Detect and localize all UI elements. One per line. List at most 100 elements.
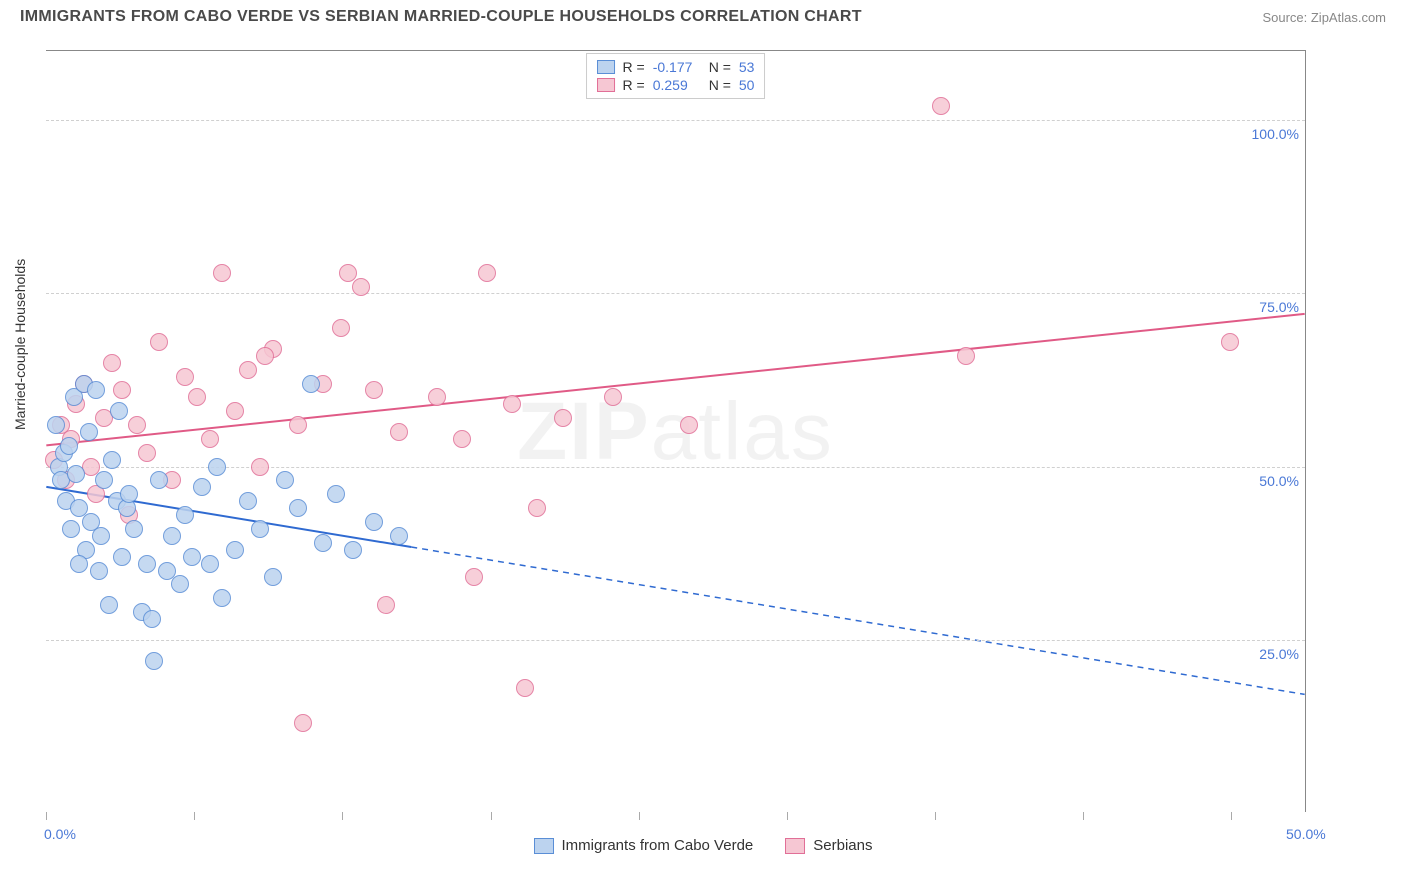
data-point-a	[100, 596, 118, 614]
data-point-a	[226, 541, 244, 559]
data-point-a	[103, 451, 121, 469]
gridline	[46, 120, 1305, 121]
data-point-a	[314, 534, 332, 552]
data-point-b	[453, 430, 471, 448]
n-label: N =	[709, 77, 731, 93]
data-point-b	[294, 714, 312, 732]
data-point-a	[163, 527, 181, 545]
gridline	[46, 467, 1305, 468]
data-point-a	[143, 610, 161, 628]
x-tick	[639, 812, 640, 820]
n-value-a: 53	[739, 59, 755, 75]
data-point-b	[103, 354, 121, 372]
data-point-b	[377, 596, 395, 614]
data-point-a	[344, 541, 362, 559]
data-point-a	[176, 506, 194, 524]
x-tick	[935, 812, 936, 820]
data-point-b	[352, 278, 370, 296]
data-point-a	[276, 471, 294, 489]
data-point-a	[113, 548, 131, 566]
data-point-b	[251, 458, 269, 476]
data-point-b	[188, 388, 206, 406]
data-point-a	[138, 555, 156, 573]
data-point-b	[680, 416, 698, 434]
stat-row-a: R = -0.177 N = 53	[597, 58, 755, 76]
gridline	[46, 293, 1305, 294]
gridline	[46, 640, 1305, 641]
data-point-b	[932, 97, 950, 115]
swatch-a	[534, 838, 554, 854]
data-point-a	[87, 381, 105, 399]
data-point-b	[113, 381, 131, 399]
data-point-a	[208, 458, 226, 476]
x-tick	[787, 812, 788, 820]
data-point-b	[554, 409, 572, 427]
data-point-b	[150, 333, 168, 351]
data-point-a	[110, 402, 128, 420]
source-label: Source: ZipAtlas.com	[1262, 10, 1386, 25]
chart-title: IMMIGRANTS FROM CABO VERDE VS SERBIAN MA…	[20, 8, 862, 26]
legend-label-b: Serbians	[813, 837, 872, 854]
watermark: ZIPatlas	[517, 385, 834, 479]
data-point-b	[201, 430, 219, 448]
y-tick-label: 100.0%	[1252, 126, 1299, 142]
n-label: N =	[709, 59, 731, 75]
y-tick-label: 25.0%	[1259, 646, 1299, 662]
data-point-a	[365, 513, 383, 531]
x-tick	[194, 812, 195, 820]
x-tick	[46, 812, 47, 820]
data-point-b	[528, 499, 546, 517]
data-point-a	[80, 423, 98, 441]
x-tick	[1083, 812, 1084, 820]
data-point-a	[239, 492, 257, 510]
x-tick	[342, 812, 343, 820]
data-point-b	[256, 347, 274, 365]
data-point-b	[503, 395, 521, 413]
data-point-a	[60, 437, 78, 455]
stat-row-b: R = 0.259 N = 50	[597, 76, 755, 94]
y-tick-label: 50.0%	[1259, 473, 1299, 489]
data-point-a	[120, 485, 138, 503]
data-point-a	[251, 520, 269, 538]
data-point-a	[90, 562, 108, 580]
data-point-b	[332, 319, 350, 337]
data-point-b	[516, 679, 534, 697]
data-point-a	[145, 652, 163, 670]
n-value-b: 50	[739, 77, 755, 93]
data-point-a	[62, 520, 80, 538]
data-point-a	[67, 465, 85, 483]
legend-label-a: Immigrants from Cabo Verde	[562, 837, 754, 854]
trend-lines	[46, 51, 1305, 812]
data-point-a	[193, 478, 211, 496]
data-point-b	[138, 444, 156, 462]
data-point-b	[226, 402, 244, 420]
x-tick-label-max: 50.0%	[1286, 826, 1326, 842]
data-point-b	[239, 361, 257, 379]
data-point-b	[213, 264, 231, 282]
data-point-a	[150, 471, 168, 489]
x-tick-label-min: 0.0%	[44, 826, 76, 842]
legend-item-b: Serbians	[785, 837, 872, 854]
data-point-b	[289, 416, 307, 434]
scatter-plot: ZIPatlas R = -0.177 N = 53 R = 0.259 N =…	[46, 50, 1306, 812]
bottom-legend: Immigrants from Cabo Verde Serbians	[0, 837, 1406, 854]
swatch-b	[785, 838, 805, 854]
legend-item-a: Immigrants from Cabo Verde	[534, 837, 754, 854]
data-point-a	[390, 527, 408, 545]
r-value-b: 0.259	[653, 77, 701, 93]
data-point-b	[957, 347, 975, 365]
data-point-b	[478, 264, 496, 282]
data-point-b	[176, 368, 194, 386]
data-point-a	[213, 589, 231, 607]
data-point-b	[1221, 333, 1239, 351]
x-tick	[491, 812, 492, 820]
data-point-a	[95, 471, 113, 489]
y-axis-label: Married-couple Households	[12, 259, 28, 430]
data-point-b	[465, 568, 483, 586]
data-point-a	[47, 416, 65, 434]
swatch-b	[597, 78, 615, 92]
data-point-a	[183, 548, 201, 566]
y-tick-label: 75.0%	[1259, 299, 1299, 315]
data-point-a	[289, 499, 307, 517]
x-tick	[1231, 812, 1232, 820]
